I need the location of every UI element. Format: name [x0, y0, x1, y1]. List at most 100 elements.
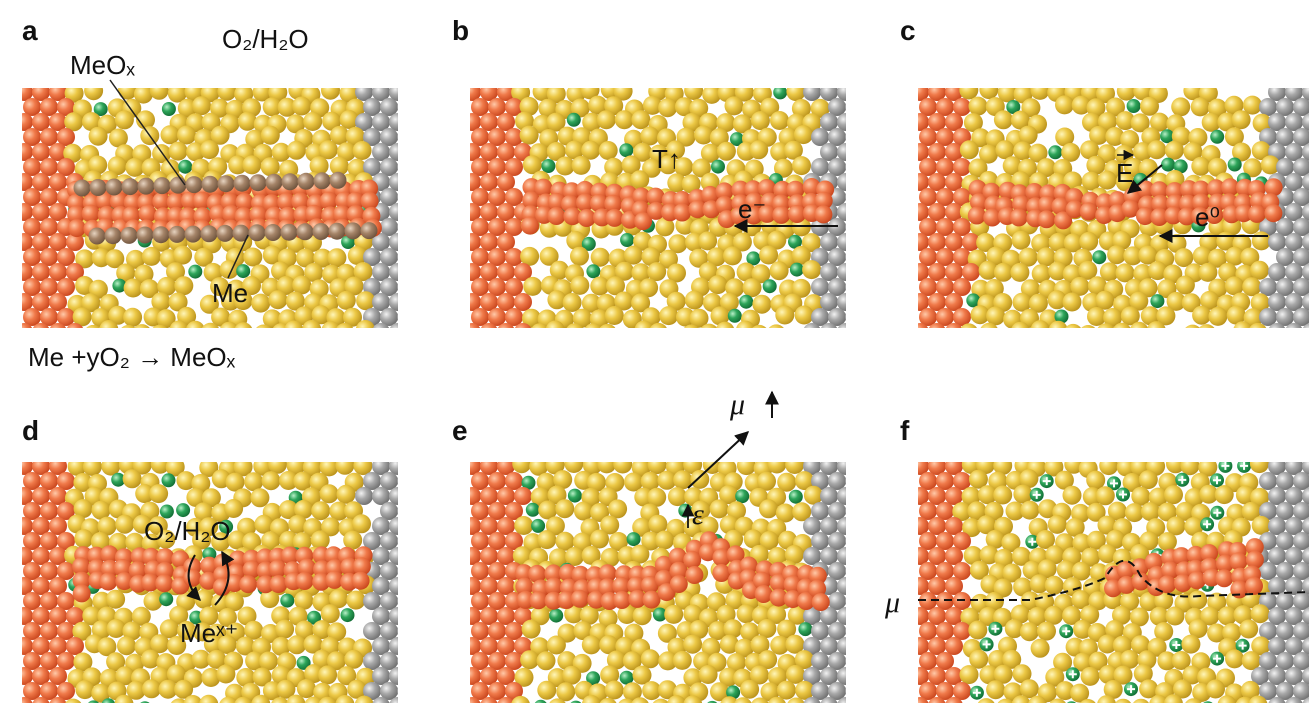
oxide-atom	[234, 175, 251, 192]
matrix-atom	[1031, 320, 1050, 339]
matrix-atom	[1215, 485, 1234, 504]
dopant-atom	[526, 503, 540, 517]
electrode-atom	[389, 667, 407, 685]
matrix-atom	[523, 277, 542, 296]
matrix-atom	[170, 320, 189, 339]
matrix-atom	[631, 110, 650, 129]
matrix-atom	[243, 248, 262, 267]
matrix-atom	[1063, 486, 1082, 505]
matrix-atom	[562, 666, 581, 685]
matrix-atom	[777, 681, 796, 700]
oxide-atom	[217, 225, 234, 242]
electrode-atom	[803, 83, 821, 101]
dopant-atom	[789, 490, 803, 504]
matrix-atom	[319, 140, 338, 159]
electrode-atom	[837, 233, 855, 251]
electrode-atom	[397, 158, 415, 176]
temperature-label: T↑	[652, 144, 681, 174]
matrix-atom	[125, 158, 144, 177]
electrode-atom	[372, 323, 390, 341]
electrode-atom	[389, 263, 407, 281]
electrode-atom	[397, 622, 415, 640]
matrix-atom	[195, 590, 214, 609]
filament-atom	[755, 585, 773, 603]
electrode-atom	[945, 637, 963, 655]
reaction-equation: Me +yO₂ → MeOₓ	[28, 342, 236, 372]
dopant-atom	[711, 160, 725, 174]
matrix-atom	[238, 112, 257, 131]
electrode-atom	[363, 622, 381, 640]
matrix-atom	[556, 682, 575, 701]
oxide-atom	[89, 228, 106, 245]
matrix-atom	[217, 82, 236, 101]
matrix-atom	[749, 140, 768, 159]
matrix-atom	[89, 127, 108, 146]
electrode-atom	[480, 323, 498, 341]
filament-atom	[712, 564, 730, 582]
filament-atom	[1080, 202, 1098, 220]
matrix-atom	[1164, 485, 1183, 504]
matrix-atom	[717, 142, 736, 161]
matrix-atom	[512, 454, 531, 473]
matrix-atom	[1239, 620, 1258, 639]
electrode-atom	[845, 682, 863, 700]
oxide-atom	[266, 174, 283, 191]
matrix-atom	[1197, 324, 1216, 343]
matrix-atom	[770, 111, 789, 130]
oxide-atom	[313, 223, 330, 240]
dopant-atom	[178, 160, 192, 174]
matrix-atom	[640, 127, 659, 146]
matrix-atom	[1020, 679, 1039, 698]
strain-label: ε	[692, 498, 704, 531]
matrix-atom	[547, 636, 566, 655]
matrix-atom	[1098, 171, 1117, 190]
matrix-atom	[555, 499, 574, 518]
filament-atom	[685, 566, 703, 584]
dopant-atom	[735, 489, 749, 503]
matrix-atom	[261, 126, 280, 145]
matrix-atom	[1208, 307, 1227, 326]
matrix-atom	[725, 96, 744, 115]
oxide-atom	[121, 227, 138, 244]
electrode-atom	[845, 562, 863, 580]
matrix-atom	[770, 261, 789, 280]
electrode-atom	[397, 502, 415, 520]
electrode-atom	[389, 517, 407, 535]
electrode-atom	[397, 98, 415, 116]
matrix-atom	[743, 278, 762, 297]
matrix-atom	[563, 293, 582, 312]
matrix-atom	[802, 260, 821, 279]
dopant-atom	[188, 265, 202, 279]
filament-atom	[352, 572, 370, 590]
matrix-atom	[1242, 651, 1261, 670]
filament-atom	[155, 574, 173, 592]
matrix-atom	[613, 455, 632, 474]
matrix-atom	[750, 325, 769, 344]
panel-label: a	[22, 15, 38, 46]
metal-label: Me	[212, 278, 248, 308]
matrix-atom	[133, 324, 152, 343]
electrode-atom	[389, 607, 407, 625]
electrode-atom	[845, 278, 863, 296]
matrix-atom	[775, 306, 794, 325]
electrode-atom	[837, 323, 855, 341]
ion-label: Meˣ⁺	[180, 618, 238, 648]
matrix-atom	[537, 651, 556, 670]
matrix-atom	[655, 531, 674, 550]
matrix-atom	[570, 276, 589, 295]
matrix-atom	[522, 620, 541, 639]
matrix-atom	[174, 276, 193, 295]
matrix-atom	[598, 324, 617, 343]
matrix-atom	[150, 325, 169, 344]
matrix-atom	[321, 81, 340, 100]
oxide-atom	[74, 180, 91, 197]
matrix-atom	[1147, 140, 1166, 159]
oxide-atom	[106, 179, 123, 196]
matrix-atom	[694, 126, 713, 145]
electrode-atom	[389, 173, 407, 191]
matrix-atom	[658, 98, 677, 117]
matrix-atom	[1107, 245, 1126, 264]
matrix-atom	[635, 321, 654, 340]
matrix-atom	[630, 170, 649, 189]
matrix-atom	[574, 502, 593, 521]
